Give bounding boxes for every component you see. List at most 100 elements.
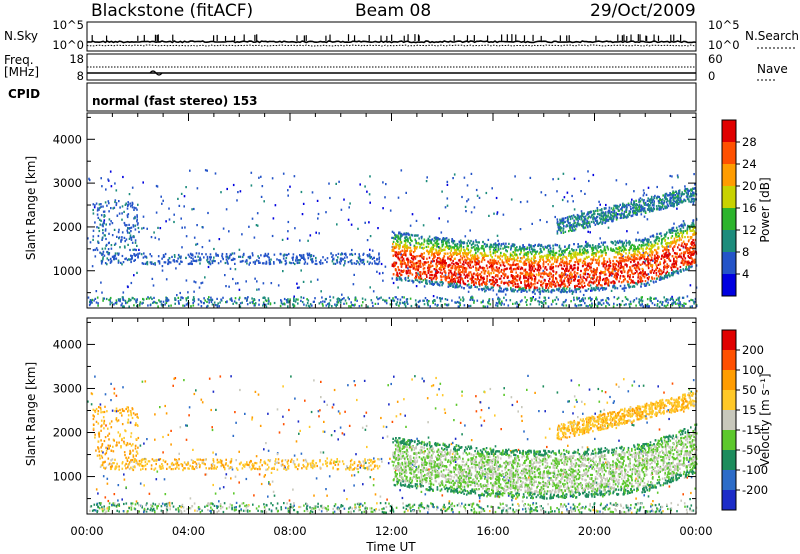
power-cell (631, 280, 633, 283)
power-cell (444, 270, 446, 273)
power-cell (225, 253, 228, 256)
power-cell (581, 281, 583, 284)
power-cell (435, 248, 437, 251)
power-cell (358, 257, 361, 261)
power-cell (181, 260, 183, 263)
power-cell (649, 298, 651, 301)
power-cell (625, 263, 627, 266)
power-cell (505, 299, 508, 302)
power-cell (109, 300, 112, 303)
power-cell (377, 227, 379, 230)
power-cell (189, 262, 192, 265)
power-cell (405, 254, 407, 257)
power-cell (584, 284, 586, 288)
power-cell (693, 173, 695, 176)
power-cell (326, 260, 328, 264)
power-cell (126, 229, 128, 232)
power-cell (272, 217, 275, 220)
power-cell (147, 296, 149, 299)
power-cell (450, 247, 453, 250)
power-cell (414, 234, 416, 237)
power-cell (495, 196, 498, 200)
power-cell (498, 271, 500, 274)
power-cell (415, 302, 417, 305)
power-cell (543, 260, 545, 263)
power-cell (472, 265, 474, 268)
power-cell (304, 258, 306, 261)
power-cell (312, 254, 315, 258)
power-cell (685, 248, 688, 251)
power-cell (377, 298, 379, 301)
power-cell (481, 252, 483, 255)
power-cell (534, 261, 536, 264)
power-cell (362, 252, 365, 255)
power-cell (694, 246, 697, 249)
power-cell (469, 304, 472, 307)
power-cell (354, 252, 356, 256)
power-cell (128, 223, 130, 226)
power-cell (116, 252, 119, 255)
power-cell (462, 268, 464, 271)
power-cell (88, 177, 90, 180)
power-cell (266, 254, 268, 257)
power-cell (628, 286, 631, 289)
power-cell (252, 261, 255, 264)
power-cell (544, 267, 546, 270)
power-cell (652, 235, 655, 238)
power-cell (409, 297, 412, 300)
power-cell (154, 236, 157, 239)
power-cell (640, 304, 642, 307)
power-cell (484, 285, 487, 288)
power-cell (580, 299, 583, 302)
power-cell (254, 302, 257, 305)
power-cell (521, 287, 523, 291)
power-cell (671, 186, 674, 189)
power-cell (489, 261, 491, 264)
power-cell (132, 235, 135, 238)
power-cell (134, 217, 136, 220)
power-cell (527, 252, 529, 255)
power-cell (471, 298, 474, 301)
power-cell (431, 252, 433, 255)
power-cell (514, 302, 517, 305)
power-cell (299, 239, 301, 242)
power-cell (216, 304, 219, 307)
power-cell (558, 250, 561, 253)
power-cell (324, 298, 327, 301)
freq-traces (87, 66, 696, 76)
power-cell (617, 296, 620, 299)
power-cell (569, 272, 571, 276)
power-cell (409, 224, 412, 227)
power-cell (208, 260, 210, 263)
power-cell (558, 253, 561, 256)
power-cell (142, 256, 145, 259)
power-cell (349, 202, 351, 205)
power-cell (441, 263, 443, 266)
power-cell (87, 296, 90, 299)
power-cell (433, 239, 435, 242)
power-cell (510, 267, 512, 270)
power-cell (528, 289, 531, 292)
power-cell (389, 209, 392, 212)
power-cell (178, 302, 180, 305)
power-cell (248, 225, 250, 228)
power-cell (647, 254, 650, 257)
power-cell (490, 267, 493, 270)
power-cell (693, 300, 695, 303)
power-cell (419, 255, 421, 258)
power-cell (334, 262, 337, 265)
power-cell (165, 301, 168, 305)
power-cell (171, 255, 173, 258)
power-cell (209, 253, 212, 256)
power-cell (600, 241, 603, 244)
power-cell (133, 217, 135, 220)
power-cell (534, 282, 536, 285)
power-cell (658, 272, 661, 275)
power-cell (489, 303, 492, 306)
power-cell (409, 243, 412, 246)
power-cell (100, 177, 102, 180)
power-cell (693, 233, 695, 236)
power-cell (310, 280, 312, 283)
power-cell (643, 256, 645, 259)
power-cell (618, 252, 620, 255)
